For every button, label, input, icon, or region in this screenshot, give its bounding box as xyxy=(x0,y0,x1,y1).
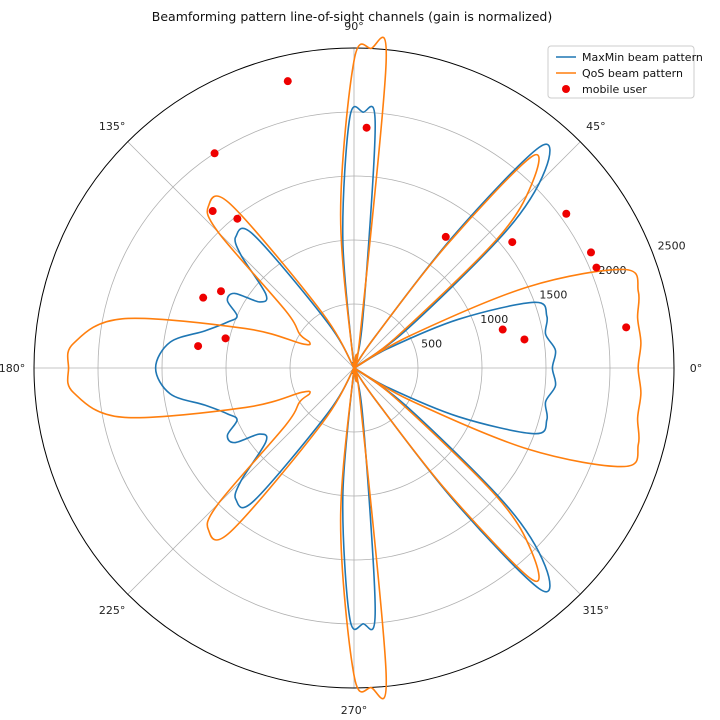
r-gridline xyxy=(225,239,483,497)
r-tick-label: 1000 xyxy=(480,313,508,326)
mobile-user-point xyxy=(221,334,230,343)
theta-tick-label: 270° xyxy=(341,704,368,717)
r-tick-label: 2500 xyxy=(658,240,686,253)
theta-tick-label: 90° xyxy=(344,20,364,33)
mobile-user-point xyxy=(562,209,571,218)
r-tick-label: 1500 xyxy=(539,289,567,302)
series-layer xyxy=(66,36,642,700)
legend-entry-maxmin-label: MaxMin beam pattern xyxy=(582,51,703,64)
mobile-user-point xyxy=(199,293,208,302)
legend-entry-mobile-user-label: mobile user xyxy=(582,83,647,96)
mobile-user-point xyxy=(586,248,595,257)
theta-tick-label: 0° xyxy=(690,362,703,375)
theta-tick-label: 180° xyxy=(0,362,25,375)
mobile-user-point xyxy=(498,325,507,334)
legend-entry-qos-label: QoS beam pattern xyxy=(582,67,683,80)
polar-frame xyxy=(33,47,675,689)
mobile-user-point xyxy=(194,342,203,351)
mobile-user-point xyxy=(520,335,529,344)
mobile-user-point xyxy=(283,77,292,86)
theta-gridline xyxy=(353,367,581,595)
r-gridline xyxy=(161,175,547,561)
mobile-user-point xyxy=(362,123,371,132)
mobile-user-point xyxy=(233,214,242,223)
r-tick-label: 500 xyxy=(421,338,442,351)
mobile-user-point xyxy=(216,287,225,296)
polar-grid: 0° 45° 90° 135° 180° 225° 270° 315° 500 1000 1500 2… xyxy=(0,20,702,717)
legend-entry-mobile-user-swatch xyxy=(562,85,570,93)
mobile-user-point xyxy=(208,207,217,216)
mobile-user-point xyxy=(508,238,517,247)
mobile-user-point xyxy=(622,323,631,332)
r-gridline xyxy=(97,111,611,625)
mobile-user-point xyxy=(210,149,219,158)
legend: MaxMin beam pattern QoS beam pattern mobil… xyxy=(547,45,703,99)
r-gridline xyxy=(289,303,419,433)
scatter-layer xyxy=(194,77,631,351)
mobile-user-point xyxy=(592,263,601,272)
theta-gridline xyxy=(353,141,581,369)
chart-title: Beamforming pattern line-of-sight channe… xyxy=(152,9,552,24)
mobile-user-point xyxy=(441,232,450,241)
theta-tick-label: 135° xyxy=(99,120,126,133)
qos-beam-pattern-line xyxy=(66,36,642,700)
theta-tick-label: 315° xyxy=(583,604,610,617)
maxmin-beam-pattern-line xyxy=(154,105,557,631)
theta-tick-label: 225° xyxy=(99,604,126,617)
legend-box xyxy=(547,45,695,99)
theta-tick-label: 45° xyxy=(586,120,606,133)
